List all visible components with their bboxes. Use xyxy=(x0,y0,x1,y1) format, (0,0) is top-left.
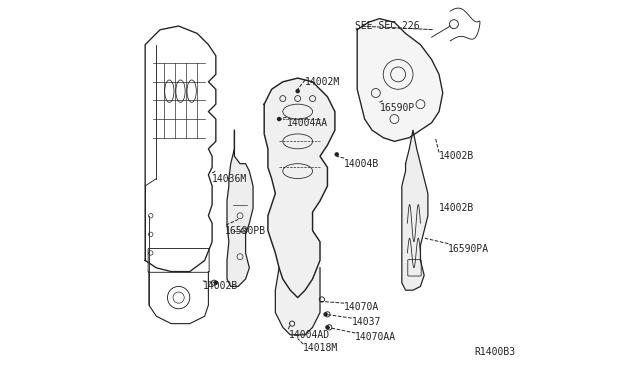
Text: 14070AA: 14070AA xyxy=(355,332,396,341)
Circle shape xyxy=(325,325,330,330)
Polygon shape xyxy=(402,130,428,290)
Text: 16590PA: 16590PA xyxy=(449,244,490,254)
Polygon shape xyxy=(275,268,320,335)
Text: 14002B: 14002B xyxy=(203,282,238,291)
Text: 16590PB: 16590PB xyxy=(225,226,266,235)
Circle shape xyxy=(323,312,328,317)
Polygon shape xyxy=(357,19,443,141)
Text: 14004B: 14004B xyxy=(344,159,380,169)
Text: 14070A: 14070A xyxy=(344,302,380,312)
Text: 14018M: 14018M xyxy=(303,343,339,353)
Text: 14004AA: 14004AA xyxy=(287,118,328,128)
Circle shape xyxy=(335,152,339,157)
Text: SEE SEC.226: SEE SEC.226 xyxy=(355,21,420,31)
Text: 14037: 14037 xyxy=(351,317,381,327)
Text: 14002M: 14002M xyxy=(305,77,340,87)
Text: 16590P: 16590P xyxy=(380,103,415,113)
Text: 14002B: 14002B xyxy=(439,203,474,213)
Circle shape xyxy=(214,280,218,285)
Polygon shape xyxy=(264,78,335,298)
Text: 14002B: 14002B xyxy=(439,151,474,161)
Polygon shape xyxy=(227,130,253,286)
Circle shape xyxy=(277,117,282,121)
Text: 14004AD: 14004AD xyxy=(289,330,330,340)
Text: 14036M: 14036M xyxy=(212,174,248,183)
Text: R1400B3: R1400B3 xyxy=(474,347,515,356)
Circle shape xyxy=(296,89,300,93)
